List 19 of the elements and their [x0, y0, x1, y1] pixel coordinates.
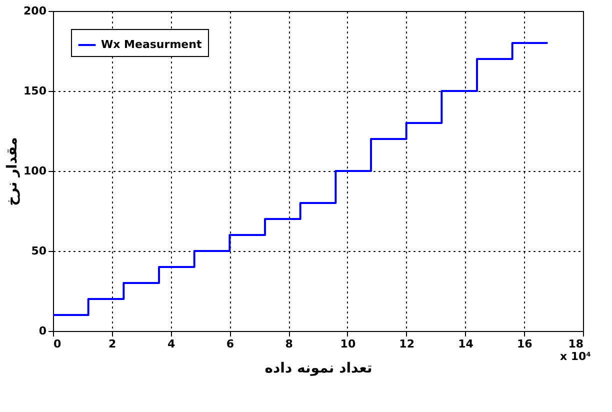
- legend-label: Wx Measurment: [101, 38, 202, 51]
- y-tick-label: 200: [24, 4, 47, 18]
- y-tick-label: 150: [24, 84, 47, 98]
- y-tick-label: 0: [38, 324, 47, 338]
- x-tick-label: 4: [167, 338, 176, 350]
- x-tick-label: 2: [108, 338, 116, 350]
- x-tick-label: 6: [226, 338, 234, 350]
- x-tick-label: 18: [568, 338, 584, 350]
- x-tick-label: 14: [458, 338, 474, 350]
- x-tick-label: 10: [340, 338, 356, 350]
- x-tick-label: 0: [54, 338, 62, 350]
- text: x 10⁴: [560, 350, 592, 363]
- y-tick-label: 50: [31, 244, 47, 258]
- x-tick-label: 16: [516, 338, 533, 350]
- x-tick-label: 8: [285, 338, 293, 350]
- y-tick-label: 100: [24, 164, 47, 178]
- x-axis-title: تعداد نمونه داده: [264, 360, 372, 376]
- y-axis-title: مقدار نرخ: [4, 137, 21, 206]
- x-tick-label: 12: [399, 338, 414, 350]
